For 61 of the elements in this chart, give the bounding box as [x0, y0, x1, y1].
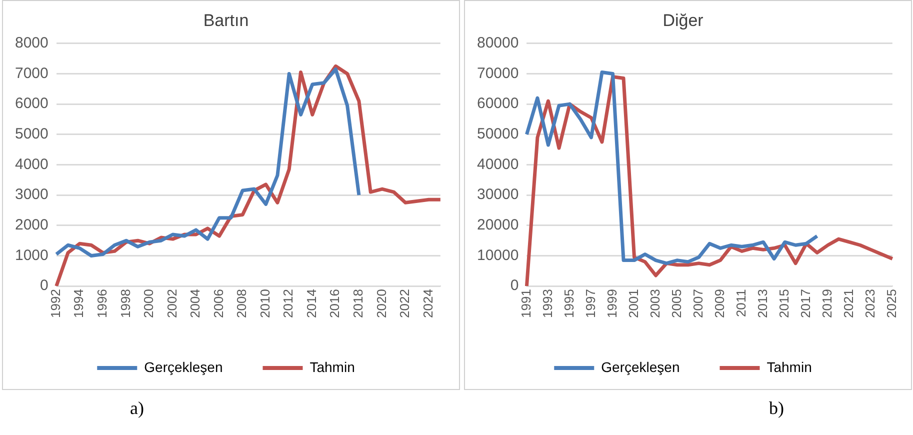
y-tick-label: 70000 — [476, 64, 519, 82]
x-tick-label: 2011 — [733, 289, 748, 318]
x-tick-label: 2000 — [141, 289, 156, 318]
x-tick-label: 2015 — [776, 289, 792, 318]
x-tick-label: 1999 — [604, 289, 620, 318]
x-tick-label: 2017 — [798, 289, 813, 318]
x-tick-label: 2023 — [862, 289, 878, 318]
y-tick-label: 1000 — [14, 246, 48, 264]
y-tick-label: 6000 — [14, 95, 48, 112]
chart-title: Diğer — [662, 10, 704, 30]
x-tick-label: 2008 — [234, 289, 250, 318]
y-tick-label: 50000 — [476, 126, 519, 143]
x-tick-label: 1995 — [561, 289, 576, 318]
x-tick-label: 1997 — [582, 289, 598, 318]
x-tick-label: 2024 — [420, 289, 436, 318]
y-tick-label: 40000 — [476, 156, 519, 173]
legend-label: Gerçekleşen — [601, 358, 680, 375]
legend-label: Gerçekleşen — [144, 358, 223, 375]
x-tick-label: 2013 — [754, 289, 770, 318]
y-tick-label: 3000 — [14, 186, 48, 204]
x-tick-label: 1993 — [540, 289, 555, 318]
x-tick-label: 2004 — [188, 289, 203, 318]
x-tick-label: 1992 — [48, 289, 63, 318]
x-tick-label: 2020 — [374, 289, 389, 318]
legend-label: Tahmin — [766, 358, 812, 375]
x-tick-label: 2007 — [690, 289, 706, 318]
x-tick-label: 2006 — [210, 289, 226, 318]
y-tick-label: 0 — [40, 277, 48, 294]
x-tick-label: 2012 — [280, 289, 296, 318]
y-tick-label: 10000 — [476, 246, 519, 264]
x-tick-label: 1991 — [518, 289, 534, 318]
x-tick-label: 2009 — [712, 289, 727, 318]
x-tick-label: 2016 — [327, 289, 342, 318]
text: b) — [768, 397, 785, 419]
x-tick-label: 2005 — [668, 289, 684, 318]
x-tick-label: 2001 — [626, 289, 641, 318]
x-tick-label: 2003 — [647, 289, 662, 318]
x-tick-label: 2002 — [164, 289, 180, 318]
text: a) — [129, 397, 145, 419]
x-tick-label: 2022 — [397, 289, 412, 318]
x-tick-label: 2021 — [840, 289, 856, 318]
y-tick-label: 8000 — [14, 34, 48, 52]
y-tick-label: 30000 — [476, 186, 519, 204]
x-tick-label: 1998 — [118, 289, 133, 318]
y-tick-label: 60000 — [476, 95, 519, 112]
x-tick-label: 1996 — [94, 289, 110, 318]
y-tick-label: 80000 — [476, 34, 519, 52]
x-tick-label: 1994 — [71, 289, 86, 318]
legend-label: Tahmin — [310, 358, 355, 375]
y-tick-label: 4000 — [14, 156, 48, 173]
y-tick-label: 7000 — [14, 64, 48, 82]
x-tick-label: 2014 — [304, 289, 319, 318]
y-tick-label: 0 — [510, 277, 519, 294]
chart-title: Bartın — [203, 10, 249, 30]
x-tick-label: 2025 — [884, 289, 899, 318]
y-tick-label: 2000 — [14, 216, 48, 234]
x-tick-label: 2019 — [819, 289, 834, 318]
y-tick-label: 5000 — [14, 126, 48, 143]
y-tick-label: 20000 — [476, 216, 519, 234]
x-tick-label: 2010 — [257, 289, 272, 318]
x-tick-label: 2018 — [350, 289, 366, 318]
